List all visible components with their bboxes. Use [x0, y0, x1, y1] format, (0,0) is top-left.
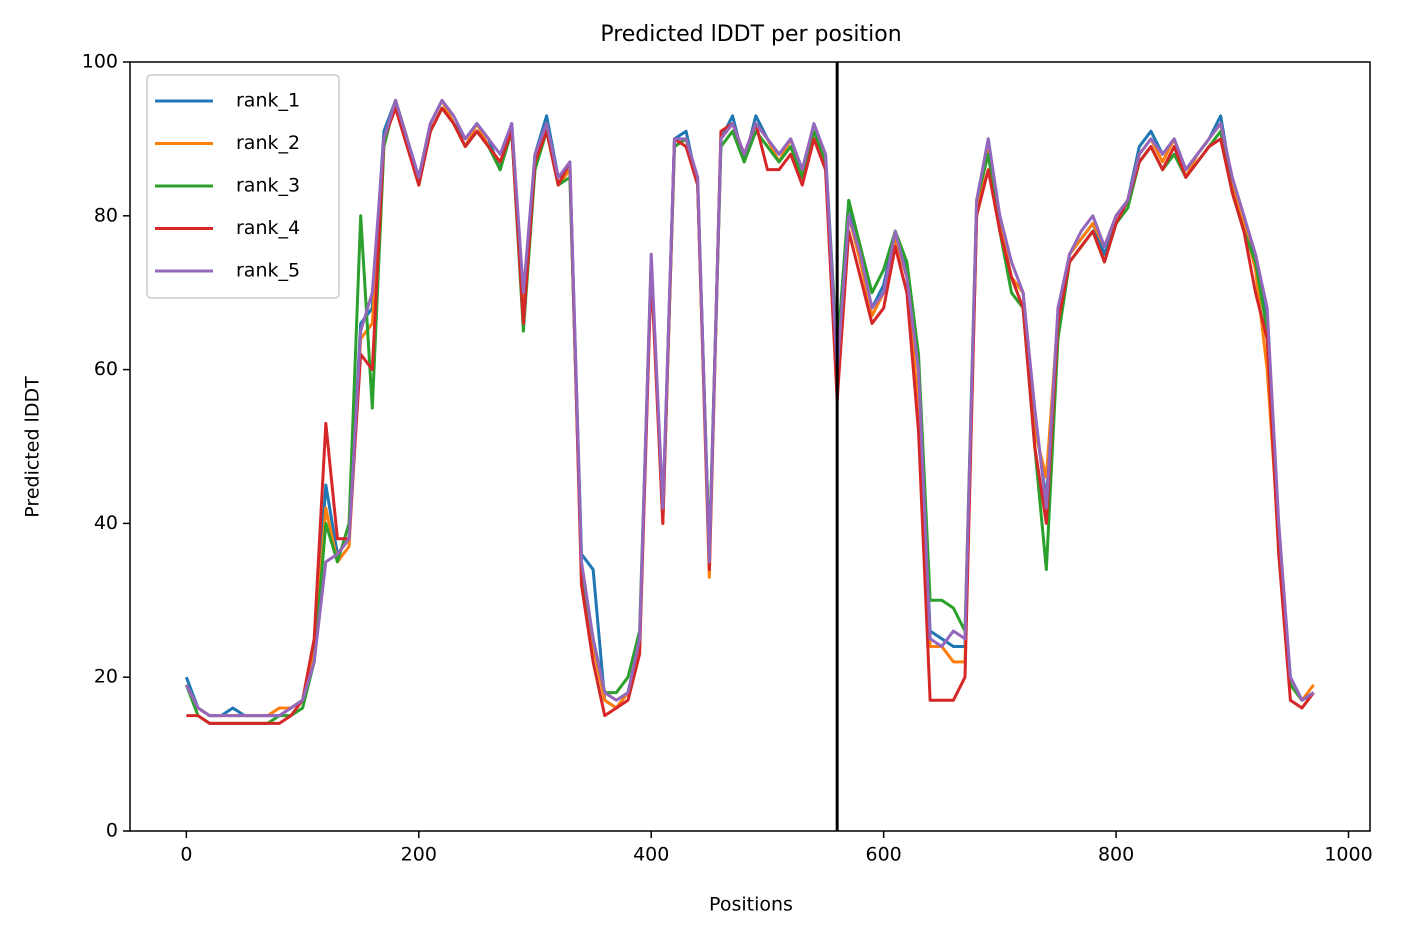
x-axis-label: Positions	[709, 894, 793, 916]
y-tick-label: 40	[94, 512, 118, 534]
legend-label: rank_3	[236, 175, 300, 197]
legend-label: rank_1	[236, 90, 300, 112]
x-tick-label: 400	[633, 844, 669, 866]
y-tick-label: 60	[94, 358, 118, 380]
y-tick-label: 100	[82, 51, 118, 73]
x-tick-label: 200	[401, 844, 437, 866]
x-tick-label: 800	[1098, 844, 1134, 866]
legend-label: rank_4	[236, 217, 300, 239]
x-tick-label: 1000	[1324, 844, 1372, 866]
plot-frame	[129, 61, 1371, 832]
y-tick-label: 0	[106, 820, 118, 842]
chart-title: Predicted lDDT per position	[600, 22, 901, 47]
y-axis-label: Predicted lDDT	[22, 376, 44, 518]
legend-label: rank_2	[236, 132, 300, 154]
y-tick-label: 20	[94, 666, 118, 688]
x-tick-label: 600	[866, 844, 902, 866]
y-tick-label: 80	[94, 204, 118, 226]
legend-box	[146, 74, 340, 299]
series-line	[185, 98, 1315, 718]
legend-label: rank_5	[236, 260, 300, 282]
x-tick-label: 0	[180, 844, 192, 866]
series-line	[184, 98, 1315, 725]
